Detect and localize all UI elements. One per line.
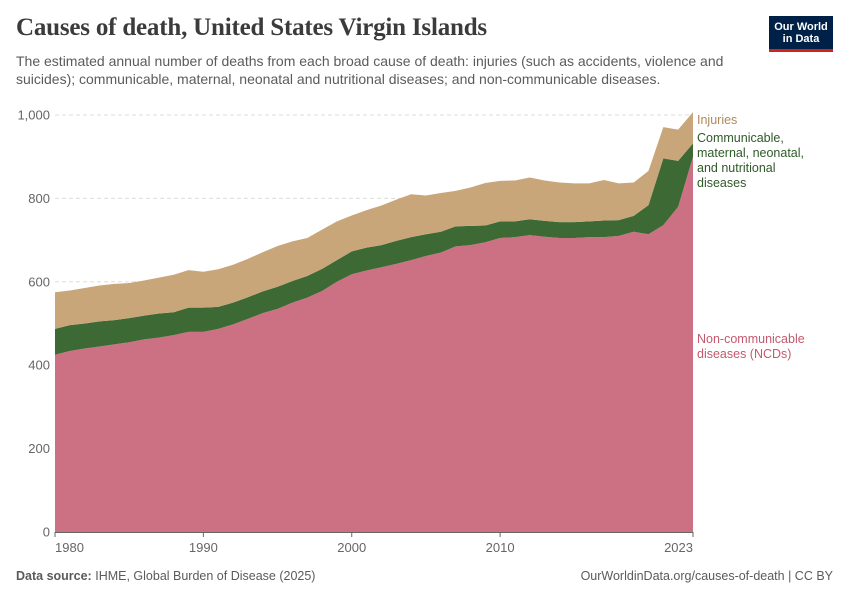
owid-logo[interactable]: Our World in Data bbox=[769, 16, 833, 52]
series-label-line: diseases (NCDs) bbox=[697, 347, 791, 361]
y-tick-label: 1,000 bbox=[17, 108, 50, 123]
series-label-line: diseases bbox=[697, 176, 746, 190]
series-label-line: Communicable, bbox=[697, 131, 784, 145]
x-tick-label: 2023 bbox=[664, 540, 693, 555]
series-label-line: and nutritional bbox=[697, 161, 776, 175]
series-label-line: Injuries bbox=[697, 113, 737, 127]
y-tick-label: 600 bbox=[28, 274, 50, 289]
logo-line-1: Our World bbox=[774, 21, 828, 33]
data-source-label: Data source: bbox=[16, 569, 92, 583]
x-tick-label: 1980 bbox=[55, 540, 84, 555]
chart-subtitle: The estimated annual number of deaths fr… bbox=[16, 53, 724, 87]
y-tick-label: 200 bbox=[28, 441, 50, 456]
source-url[interactable]: OurWorldinData.org/causes-of-death | CC … bbox=[580, 569, 833, 583]
logo-line-2: in Data bbox=[782, 33, 820, 45]
label-communicable[interactable]: Communicable, maternal, neonatal, and nutr… bbox=[697, 131, 804, 190]
data-source-text[interactable]: IHME, Global Burden of Disease (2025) bbox=[95, 569, 316, 583]
data-source: Data source: IHME, Global Burden of Dise… bbox=[16, 569, 315, 583]
area-series[interactable] bbox=[55, 112, 693, 532]
area-communicable[interactable] bbox=[55, 143, 693, 355]
label-injuries[interactable]: Injuries bbox=[697, 113, 737, 127]
y-tick-label: 400 bbox=[28, 358, 50, 373]
series-label-line: Non-communicable bbox=[697, 332, 805, 346]
y-tick-label: 0 bbox=[43, 525, 50, 540]
series-label-line: maternal, neonatal, bbox=[697, 146, 804, 160]
y-tick-label: 800 bbox=[28, 191, 50, 206]
label-ncd[interactable]: Non-communicable diseases (NCDs) bbox=[697, 332, 805, 361]
area-injuries[interactable] bbox=[55, 112, 693, 329]
chart-title: Causes of death, United States Virgin Is… bbox=[16, 14, 487, 41]
x-tick-label: 2010 bbox=[486, 540, 515, 555]
series-labels[interactable]: Non-communicable diseases (NCDs) Communica… bbox=[697, 113, 805, 361]
x-tick-label: 2000 bbox=[337, 540, 366, 555]
area-ncd[interactable] bbox=[55, 156, 693, 532]
x-tick-label: 1990 bbox=[189, 540, 218, 555]
axes: 0 200 400 600 800 1,000 1980 1990 2000 2010 2023 bbox=[17, 108, 694, 555]
